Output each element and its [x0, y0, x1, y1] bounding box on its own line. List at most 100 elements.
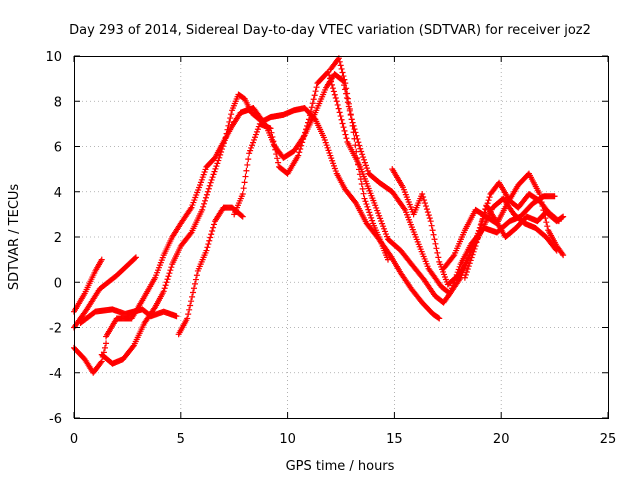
data-marker [486, 194, 493, 201]
data-marker [246, 150, 253, 157]
data-marker [271, 142, 278, 149]
data-marker [361, 159, 368, 166]
data-marker [359, 185, 366, 192]
data-marker [419, 191, 426, 198]
data-marker [481, 209, 488, 216]
series-track-2 [71, 254, 139, 331]
data-marker [308, 104, 315, 111]
data-marker [243, 167, 250, 174]
data-marker [343, 85, 350, 92]
data-marker [381, 225, 388, 232]
data-marker [251, 134, 258, 141]
data-marker [431, 236, 438, 243]
data-marker [473, 239, 480, 246]
data-marker [210, 171, 217, 178]
data-marker [345, 95, 352, 102]
data-marker [188, 298, 195, 305]
data-marker [326, 72, 333, 79]
data-marker [249, 142, 256, 149]
data-marker [185, 311, 192, 318]
data-marker [341, 127, 348, 134]
data-marker [186, 306, 193, 313]
data-marker [364, 203, 371, 210]
data-marker [432, 240, 439, 247]
data-marker [346, 106, 353, 113]
data-marker [313, 84, 320, 91]
y-tick-label: -4 [49, 367, 62, 382]
data-marker [428, 222, 435, 229]
data-marker [189, 293, 196, 300]
data-marker [559, 250, 566, 257]
data-marker [239, 213, 246, 220]
data-marker [422, 203, 429, 210]
data-marker [476, 228, 483, 235]
data-marker [341, 76, 348, 83]
data-marker [368, 214, 375, 221]
data-marker [310, 96, 317, 103]
data-marker [357, 176, 364, 183]
data-marker [307, 108, 314, 115]
data-marker [468, 254, 475, 261]
data-marker [267, 125, 274, 132]
data-marker [251, 136, 258, 143]
data-marker [238, 212, 245, 219]
data-marker [241, 179, 248, 186]
data-marker [366, 209, 373, 216]
data-marker [203, 247, 210, 254]
data-marker [373, 204, 380, 211]
data-marker [363, 201, 370, 208]
data-marker [208, 231, 215, 238]
data-marker [295, 152, 302, 159]
data-marker [543, 219, 550, 226]
data-marker [478, 220, 485, 227]
data-marker [203, 191, 210, 198]
data-marker [434, 249, 441, 256]
data-marker [205, 241, 212, 248]
series-track-5 [98, 91, 443, 367]
data-marker [131, 255, 138, 262]
data-marker [360, 154, 367, 161]
data-marker [425, 212, 432, 219]
data-marker [98, 358, 105, 365]
data-marker [187, 302, 194, 309]
data-marker [339, 69, 346, 76]
series-track-11 [440, 170, 567, 272]
data-marker [191, 285, 198, 292]
data-marker [132, 254, 139, 261]
y-tick-label: -2 [49, 322, 62, 337]
data-marker [474, 235, 481, 242]
data-marker [248, 144, 255, 151]
data-marker [192, 276, 199, 283]
chart-title: Day 293 of 2014, Sidereal Day-to-day VTE… [69, 23, 591, 38]
data-marker [227, 115, 234, 122]
data-marker [270, 138, 277, 145]
data-markers [71, 55, 567, 376]
data-marker [475, 231, 482, 238]
data-marker [359, 151, 366, 158]
y-tick-label: 8 [54, 95, 62, 110]
x-tick-label: 0 [70, 432, 78, 447]
data-marker [357, 145, 364, 152]
data-marker [309, 100, 316, 107]
x-tick-label: 10 [279, 432, 296, 447]
data-marker [336, 58, 343, 65]
x-axis-label: GPS time / hours [286, 459, 395, 474]
data-marker [447, 287, 454, 294]
data-marker [378, 217, 385, 224]
data-marker [312, 88, 319, 95]
data-marker [168, 264, 175, 271]
data-marker [356, 171, 363, 178]
data-marker [469, 251, 476, 258]
data-marker [208, 176, 215, 183]
data-marker [161, 285, 168, 292]
data-marker [430, 231, 437, 238]
y-tick-label: 10 [45, 50, 62, 65]
data-marker [358, 180, 365, 187]
data-marker [342, 80, 349, 87]
data-marker [299, 139, 306, 146]
data-marker [380, 223, 387, 230]
data-marker [340, 73, 347, 80]
data-marker [302, 129, 309, 136]
data-marker [303, 126, 310, 133]
data-marker [435, 254, 442, 261]
